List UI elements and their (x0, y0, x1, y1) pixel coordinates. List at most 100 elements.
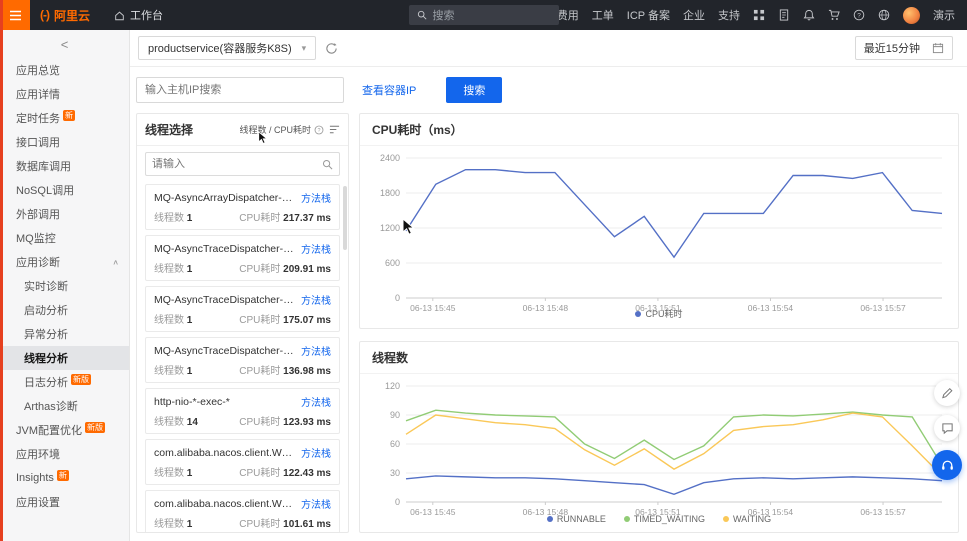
search-icon[interactable] (322, 159, 333, 170)
legend-item[interactable]: WAITING (723, 514, 771, 524)
thread-name: MQ-AsyncTraceDispatcher-Thread-cfb*.. (154, 293, 295, 306)
sidebar-item-6[interactable]: 外部调用 (0, 202, 129, 226)
app-selector-dropdown[interactable]: productservice(容器服务K8S) ▾ (138, 36, 317, 60)
method-stack-link[interactable]: 方法栈 (301, 398, 331, 409)
hamburger-menu-icon[interactable] (0, 0, 30, 30)
thread-metric-label: 线程数 / CPU耗时 ? (239, 123, 340, 136)
bell-icon[interactable] (803, 9, 815, 21)
legend-item[interactable]: CPU耗时 (635, 307, 683, 320)
sidebar-item-3[interactable]: 接口调用 (0, 130, 129, 154)
svg-text:06-13 15:45: 06-13 15:45 (410, 303, 456, 313)
sidebar-item-12[interactable]: 线程分析 (0, 346, 129, 370)
thread-cpu-time: CPU耗时 136.98 ms (239, 366, 331, 377)
method-stack-link[interactable]: 方法栈 (301, 245, 331, 256)
legend-item[interactable]: TIMED_WAITING (623, 514, 705, 524)
navbar-right: 费用 工单 ICP 备案 企业 支持 ? 演示 (556, 6, 967, 24)
thread-card[interactable]: com.alibaba.nacos.client.Worker.addr-h..… (145, 439, 340, 485)
sidebar-item-label: 应用诊断 (16, 257, 60, 269)
legend-dot (723, 516, 729, 522)
sidebar: < 应用总览 应用详情 定时任务新接口调用 数据库调用 NoSQL调用外部调用 MQ监控应… (0, 30, 130, 541)
thread-card[interactable]: MQ-AsyncTraceDispatcher-Thread-*d*.. 方法栈线… (145, 235, 340, 281)
workbench-link[interactable]: 工作台 (104, 7, 173, 23)
thread-name: com.alibaba.nacos.client.Worker.addr-h.. (154, 446, 295, 459)
svg-text:30: 30 (390, 468, 400, 478)
document-icon[interactable] (778, 9, 790, 21)
thread-card[interactable]: MQ-AsyncTraceDispatcher-Thread-*c*.. 方法栈线… (145, 337, 340, 383)
sidebar-item-17[interactable]: Insights 新 (0, 466, 129, 490)
sidebar-item-label: MQ监控 (16, 233, 56, 245)
sidebar-item-4[interactable]: 数据库调用 (0, 154, 129, 178)
thread-card[interactable]: com.alibaba.nacos.client.Worker.addr-h..… (145, 490, 340, 532)
legend-item[interactable]: RUNNABLE (546, 514, 606, 524)
svg-text:90: 90 (390, 410, 400, 420)
method-stack-link[interactable]: 方法栈 (301, 347, 331, 358)
view-container-ip-link[interactable]: 查看容器IP (362, 85, 417, 97)
thread-cpu-time: CPU耗时 217.37 ms (239, 213, 331, 224)
global-search-input[interactable]: 搜索 (408, 5, 559, 25)
time-range-value: 最近15分钟 (863, 43, 920, 55)
sidebar-item-9[interactable]: 实时诊断 (0, 274, 129, 298)
sidebar-item-label: 线程分析 (24, 353, 68, 365)
sidebar-item-15[interactable]: JVM配置优化 新版 (0, 418, 129, 442)
sidebar-item-16[interactable]: 应用环境 (0, 442, 129, 466)
user-name[interactable]: 演示 (933, 10, 955, 22)
method-stack-link[interactable]: 方法栈 (301, 296, 331, 307)
svg-text:0: 0 (395, 293, 400, 303)
search-button[interactable]: 搜索 (446, 77, 503, 103)
method-stack-link[interactable]: 方法栈 (301, 194, 331, 205)
svg-text:06-13 15:57: 06-13 15:57 (860, 507, 906, 517)
cart-icon[interactable] (828, 9, 840, 21)
nav-link[interactable]: 工单 (591, 10, 614, 22)
thread-chart-legend: RUNNABLE TIMED_WAITING WAITING (360, 512, 958, 532)
top-navbar: (-) 阿里云 工作台 搜索 费用 工单 ICP 备案 企业 支持 ? (0, 0, 967, 30)
legend-dot (546, 516, 553, 522)
svg-text:120: 120 (385, 381, 400, 391)
sidebar-item-5[interactable]: NoSQL调用 (0, 178, 129, 202)
sidebar-item-label: NoSQL调用 (16, 185, 75, 197)
sidebar-item-11[interactable]: 异常分析 (0, 322, 129, 346)
language-globe-icon[interactable] (878, 9, 890, 21)
method-stack-link[interactable]: 方法栈 (301, 500, 331, 511)
app-grid-icon[interactable] (753, 9, 765, 21)
sort-list-icon[interactable] (329, 124, 340, 135)
thread-search-input[interactable] (152, 158, 322, 170)
sidebar-item-18[interactable]: 应用设置 (0, 490, 129, 514)
new-badge: 新 (63, 109, 75, 121)
cpu-chart-body[interactable]: 0 600 1200 1800 2400 06-13 15:45 06-13 15:48 06… (360, 146, 958, 313)
sidebar-item-8[interactable]: 应用诊断 ∧ (0, 250, 129, 274)
aliyun-logo[interactable]: (-) 阿里云 (30, 7, 104, 24)
sidebar-item-1[interactable]: 应用详情 (0, 82, 129, 106)
sidebar-collapse-button[interactable]: < (60, 36, 69, 52)
feedback-pencil-button[interactable] (934, 380, 960, 406)
thread-count: 线程数 1 (154, 519, 193, 530)
method-stack-link[interactable]: 方法栈 (301, 449, 331, 460)
chat-button[interactable] (934, 415, 960, 441)
svg-text:06-13 15:57: 06-13 15:57 (860, 303, 906, 313)
thread-chart-body[interactable]: 0 30 60 90 120 06-13 15:45 06-13 15:48 06-13 15… (360, 374, 958, 517)
thread-count: 线程数 1 (154, 213, 193, 224)
cpu-chart-legend: CPU耗时 (360, 305, 958, 328)
host-ip-search-input[interactable] (136, 77, 344, 103)
support-headset-button[interactable] (932, 450, 962, 480)
sidebar-item-0[interactable]: 应用总览 (0, 58, 129, 82)
sidebar-item-14[interactable]: Arthas诊断 (0, 394, 129, 418)
sidebar-item-13[interactable]: 日志分析 新版 (0, 370, 129, 394)
nav-link[interactable]: 支持 (718, 10, 740, 22)
svg-text:06-13 15:51: 06-13 15:51 (635, 303, 681, 313)
sidebar-item-2[interactable]: 定时任务新 (0, 106, 129, 130)
thread-card[interactable]: MQ-AsyncTraceDispatcher-Thread-cfb*.. 方法栈… (145, 286, 340, 332)
info-icon[interactable]: ? (314, 125, 324, 135)
nav-link[interactable]: 费用 (556, 10, 579, 22)
sidebar-item-label: 异常分析 (24, 329, 68, 341)
thread-card[interactable]: http-nio-*-exec-* 方法栈 线程数 14 CPU耗时 123.93 m… (145, 388, 340, 434)
sidebar-item-10[interactable]: 启动分析 (0, 298, 129, 322)
user-avatar[interactable] (903, 6, 920, 24)
nav-link[interactable]: 企业 (683, 10, 705, 22)
thread-list-scrollbar[interactable] (343, 186, 347, 250)
time-range-selector[interactable]: 最近15分钟 (854, 36, 953, 60)
help-icon[interactable]: ? (853, 9, 865, 21)
nav-link[interactable]: ICP 备案 (626, 10, 670, 22)
sidebar-item-7[interactable]: MQ监控 (0, 226, 129, 250)
refresh-icon[interactable] (325, 42, 338, 55)
